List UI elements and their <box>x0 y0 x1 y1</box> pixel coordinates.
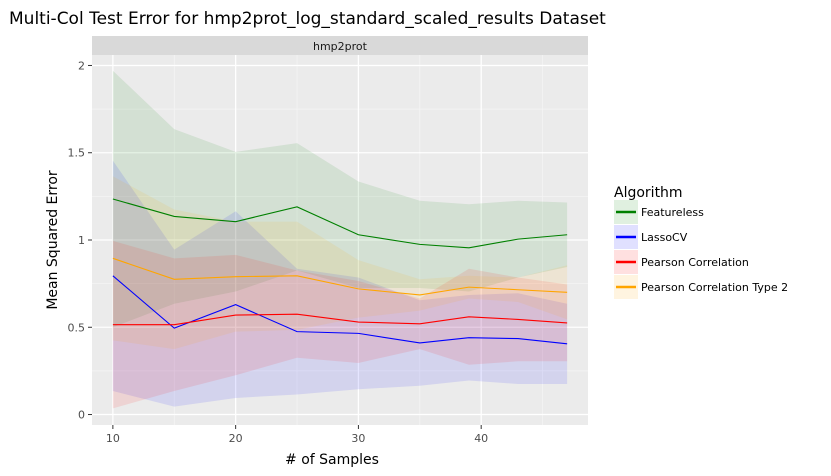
major-gridlines <box>92 55 588 425</box>
x-tick-label: 10 <box>106 432 120 445</box>
x-axis-title: # of Samples <box>285 452 379 468</box>
y-axis-title: Mean Squared Error <box>45 170 61 310</box>
legend-label-pearson-correlation: Pearson Correlation <box>641 256 749 269</box>
band-featureless <box>112 70 568 328</box>
legend-label-featureless: Featureless <box>641 206 704 219</box>
y-tick-label: 0 <box>78 409 85 422</box>
x-tick-label: 30 <box>351 432 365 445</box>
line-pearson-correlation <box>112 313 568 326</box>
error-bands <box>112 70 568 409</box>
y-tick-label: 1.5 <box>68 147 86 160</box>
y-tick-label: 1 <box>78 234 85 247</box>
line-lassocv <box>112 275 568 345</box>
x-axis: 10 20 30 40 <box>106 425 488 445</box>
band-lassocv <box>112 160 568 407</box>
legend: Algorithm Featureless LassoCV Pearson Corr… <box>614 185 788 299</box>
facet-strip <box>92 36 588 55</box>
y-tick-label: 0.5 <box>68 321 86 334</box>
band-pearson-correlation-type-2 <box>112 176 568 350</box>
legend-title: Algorithm <box>614 185 683 201</box>
band-pearson-correlation <box>112 240 568 409</box>
chart-title: Multi-Col Test Error for hmp2prot_log_st… <box>9 9 606 29</box>
x-tick-label: 20 <box>229 432 243 445</box>
facet-strip-label: hmp2prot <box>313 40 368 53</box>
plot-panel: hmp2prot <box>92 36 588 425</box>
line-pearson-correlation-type-2 <box>112 257 568 296</box>
series-lines <box>112 198 568 345</box>
legend-label-pearson-correlation-type-2: Pearson Correlation Type 2 <box>641 281 788 294</box>
y-axis: 0 0.5 1 1.5 2 <box>68 59 92 422</box>
legend-label-lassocv: LassoCV <box>641 231 688 244</box>
y-tick-label: 2 <box>78 59 85 72</box>
line-featureless <box>112 198 568 249</box>
x-tick-label: 40 <box>474 432 488 445</box>
